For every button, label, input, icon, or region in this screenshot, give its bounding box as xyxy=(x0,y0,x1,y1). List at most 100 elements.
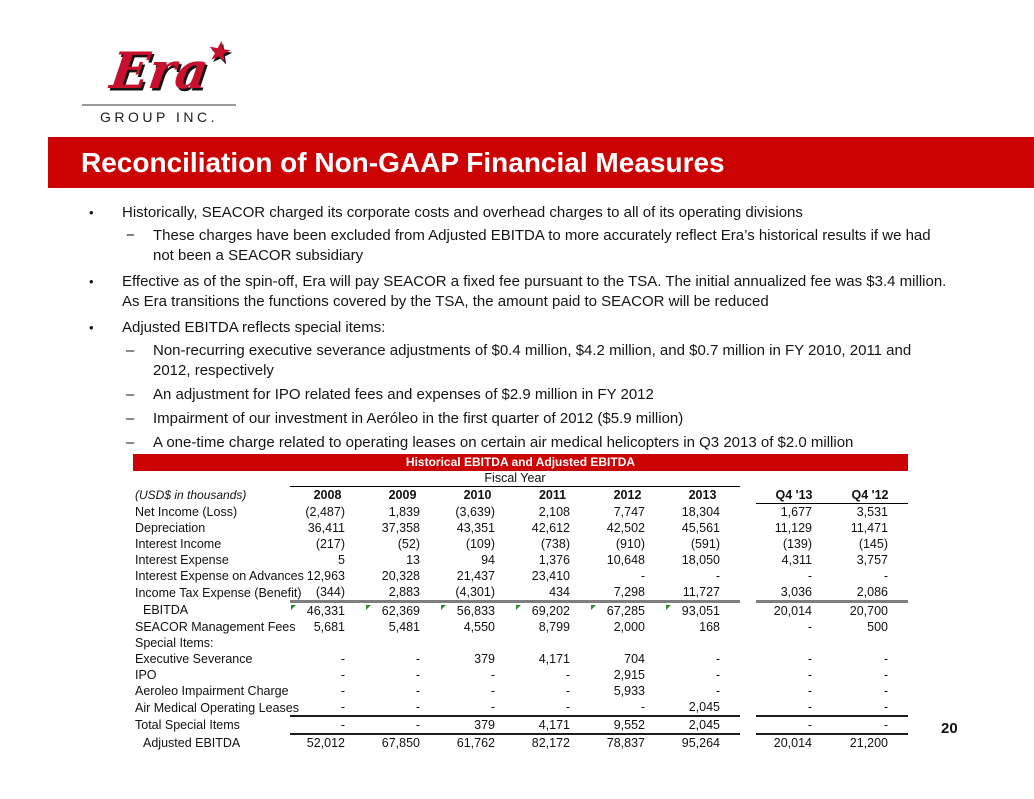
bullet-item: – Impairment of our investment in Aeróleo… xyxy=(125,409,975,429)
bullet-item: • Historically, SEACOR charged its corpor… xyxy=(85,203,975,223)
table-cell: 2,000 xyxy=(613,620,645,634)
table-row: Income Tax Expense (Benefit) (344) 2,883 (4… xyxy=(133,584,908,603)
table-cell xyxy=(440,635,515,651)
column-gap xyxy=(740,568,756,584)
column-gap xyxy=(740,635,756,651)
table-cell: 78,837 xyxy=(606,736,645,750)
table-cell: 434 xyxy=(515,584,590,603)
table-cell: 20,700 xyxy=(849,604,888,618)
table-cell: - xyxy=(883,569,888,583)
table-cell: 2,045 xyxy=(665,716,740,735)
bullet-marker-icon: • xyxy=(89,205,94,220)
table-title: Historical EBITDA and Adjusted EBITDA xyxy=(133,454,908,471)
table-cell: 168 xyxy=(699,620,720,634)
table-cell: - xyxy=(640,569,645,583)
column-gap xyxy=(740,651,756,667)
table-cell: 7,747 xyxy=(613,504,645,519)
table-cell: 704 xyxy=(624,652,645,666)
table-cell: - xyxy=(565,668,570,682)
logo-subtitle: GROUP INC. xyxy=(100,109,218,125)
row-label: Aeroleo Impairment Charge xyxy=(135,684,289,698)
table-cell: 18,050 xyxy=(681,553,720,567)
table-cell: 5,481 xyxy=(388,620,420,634)
table-cell: 37,358 xyxy=(381,521,420,535)
bullet-item: – Non-recurring executive severance adjus… xyxy=(125,341,975,381)
column-gap xyxy=(740,699,756,716)
table-cell: 82,172 xyxy=(531,736,570,750)
row-label: Depreciation xyxy=(135,521,206,535)
table-cell: (139) xyxy=(782,537,812,551)
table-cell: (4,301) xyxy=(440,584,515,603)
row-label: Interest Expense on Advances xyxy=(135,569,304,583)
table-cell: - xyxy=(340,652,345,666)
table-row: Depreciation 36,411 37,358 43,351 42,612 42,5… xyxy=(133,520,908,536)
table-cell: (910) xyxy=(615,537,645,551)
table-row: Air Medical Operating Leases - - - - -2,045- - xyxy=(133,699,908,717)
table-cell: 11,129 xyxy=(774,521,812,535)
table-row: Total Special Items - -379 4,171 9,552 2,045-… xyxy=(133,716,908,735)
column-gap xyxy=(740,619,756,635)
table-cell: 2,915 xyxy=(613,668,645,682)
table-cell: 21,437 xyxy=(456,569,495,583)
table-cell: - xyxy=(807,569,812,583)
column-gap xyxy=(740,734,756,751)
table-cell: - xyxy=(832,716,908,735)
column-gap xyxy=(740,667,756,683)
table-cell: 11,471 xyxy=(850,521,888,535)
table-row: Special Items: xyxy=(133,635,908,651)
table-body: Net Income (Loss) (2,487) 1,839 (3,639) 2,10… xyxy=(133,504,908,752)
table-cell xyxy=(290,635,365,651)
column-gap xyxy=(740,536,756,552)
row-label: Air Medical Operating Leases xyxy=(135,700,299,715)
table-cell: - xyxy=(340,684,345,698)
table-cell: 43,351 xyxy=(456,521,495,535)
table-cell: - xyxy=(415,684,420,698)
column-gap xyxy=(740,584,756,602)
table-cell: 67,850 xyxy=(381,736,420,750)
table-cell: - xyxy=(807,620,812,634)
bullet-text: Non-recurring executive severance adjust… xyxy=(153,342,912,379)
table-cell: - xyxy=(415,668,420,682)
table-cell: 500 xyxy=(867,620,888,634)
table-cell: 42,612 xyxy=(531,521,570,535)
bullet-marker-icon: • xyxy=(89,320,94,335)
table-cell: 62,369 xyxy=(365,602,440,620)
table-cell: 2,883 xyxy=(365,584,440,603)
table-cell: - xyxy=(883,668,888,682)
column-gap xyxy=(740,602,756,620)
table-cell: 3,757 xyxy=(856,553,888,567)
table-cell: 8,799 xyxy=(538,620,570,634)
table-row: IPO - - - - 2,915 - - - xyxy=(133,667,908,683)
fiscal-year-label: Fiscal Year xyxy=(290,471,740,487)
table-cell: (344) xyxy=(290,584,365,603)
table-cell: (2,487) xyxy=(305,504,345,519)
table-cell: - xyxy=(832,699,908,717)
fiscal-year-header-row: Fiscal Year xyxy=(133,471,908,487)
table-cell: - xyxy=(807,668,812,682)
table-cell: 11,727 xyxy=(665,584,740,603)
table-cell: 61,762 xyxy=(456,736,495,750)
table-row: Adjusted EBITDA 52,012 67,850 61,762 82,172 7… xyxy=(133,734,908,751)
table-cell xyxy=(756,635,832,651)
table-cell: 4,171 xyxy=(538,652,570,666)
table-row: Executive Severance - - 379 4,171 704 - - - xyxy=(133,651,908,667)
table-cell: (591) xyxy=(690,537,720,551)
table-row: Interest Expense on Advances 12,963 20,328… xyxy=(133,568,908,584)
table-cell: 379 xyxy=(440,716,515,735)
table-cell: - xyxy=(715,668,720,682)
table-cell: 379 xyxy=(474,652,495,666)
year-column-header: 2009 xyxy=(388,488,417,503)
table-cell: - xyxy=(715,652,720,666)
table-cell: - xyxy=(365,699,440,717)
table-row: Interest Expense 5 13 94 1,376 10,648 18,050 4,… xyxy=(133,552,908,568)
row-label: Adjusted EBITDA xyxy=(143,735,241,750)
financial-table: Historical EBITDA and Adjusted EBITDA Fi… xyxy=(133,454,908,751)
table-row: Aeroleo Impairment Charge - - - - 5,933 - - - xyxy=(133,683,908,699)
table-cell: (52) xyxy=(397,537,420,551)
bullet-text: A one-time charge related to operating l… xyxy=(153,434,854,451)
row-label: Net Income (Loss) xyxy=(135,504,238,519)
quarter-column-header: Q4 '12 xyxy=(832,487,908,504)
bullet-text: Adjusted EBITDA reflects special items: xyxy=(122,319,386,336)
table-cell: 95,264 xyxy=(681,736,720,750)
